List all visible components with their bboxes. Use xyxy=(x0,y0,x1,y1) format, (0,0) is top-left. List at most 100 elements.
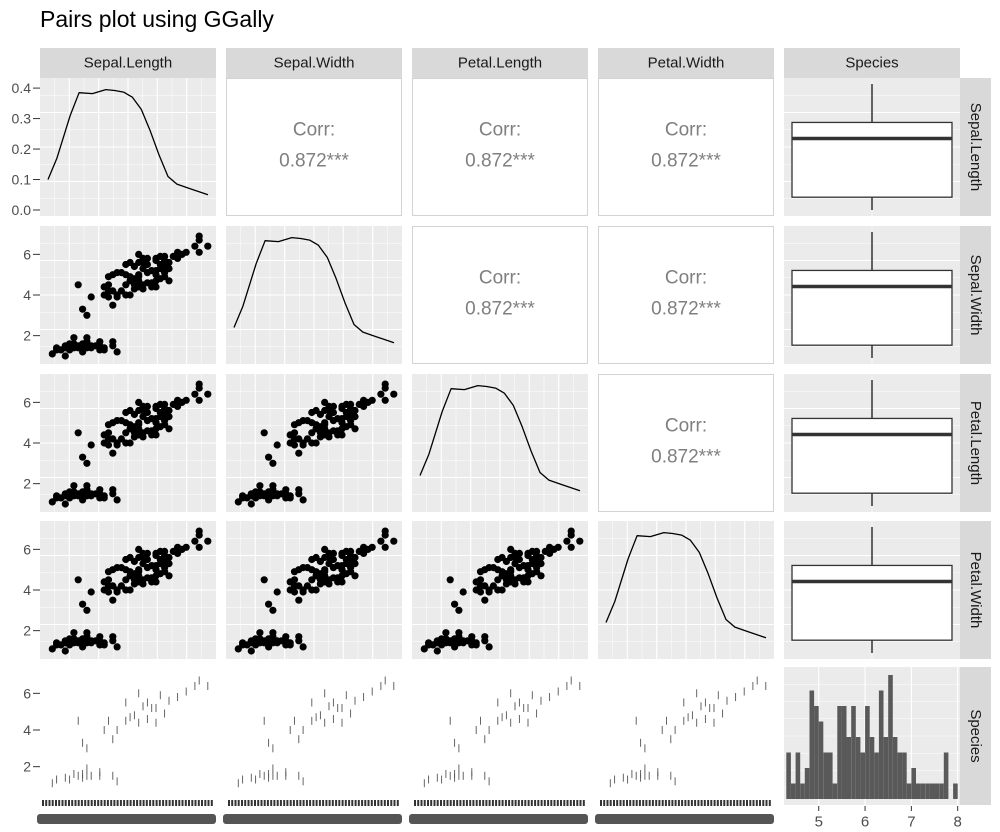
scatter-point xyxy=(165,258,173,267)
scatter-point xyxy=(433,647,441,655)
scatter-point xyxy=(156,265,164,273)
category-tick xyxy=(446,800,449,806)
correlation-value: 0.872*** xyxy=(651,447,721,468)
histogram-bar xyxy=(837,706,842,799)
scatter-point xyxy=(247,647,255,655)
scatter-point xyxy=(165,572,173,580)
scatter-point xyxy=(563,537,571,545)
category-tick xyxy=(119,800,122,806)
category-tick xyxy=(443,800,446,806)
scatter-point xyxy=(148,267,156,275)
y-tick-label: 6 xyxy=(23,541,31,557)
scatter-point xyxy=(126,291,134,299)
category-tick xyxy=(414,800,416,806)
scatter-point xyxy=(79,453,87,461)
category-tick xyxy=(129,800,132,806)
scatter-point xyxy=(161,400,169,408)
category-tick xyxy=(749,800,752,806)
x-tick-label: 6 xyxy=(861,814,869,831)
y-tick-label: 6 xyxy=(23,394,31,410)
scatter-point xyxy=(247,500,255,508)
scatter-point xyxy=(61,352,69,360)
row-strip xyxy=(960,78,991,216)
category-tick xyxy=(716,800,719,806)
category-tick xyxy=(45,800,48,806)
scatter-point xyxy=(290,441,299,449)
category-tick xyxy=(309,800,312,806)
category-tick xyxy=(283,800,286,806)
column-strip-label: Sepal.Width xyxy=(274,55,355,72)
category-tick xyxy=(430,800,433,806)
scatter-point xyxy=(113,348,121,356)
histogram-bar xyxy=(906,783,912,799)
category-tick xyxy=(726,800,729,806)
scatter-point xyxy=(152,402,160,410)
scatter-point xyxy=(334,415,342,423)
category-tick xyxy=(720,800,723,806)
category-tick xyxy=(540,800,543,806)
scatter-point xyxy=(377,537,385,545)
histogram-bar xyxy=(814,706,819,799)
scatter-point xyxy=(295,633,303,641)
histogram-bar xyxy=(818,721,824,799)
category-tick xyxy=(87,800,90,806)
category-tick xyxy=(635,800,638,806)
scatter-point xyxy=(485,588,493,596)
category-tick xyxy=(527,800,530,806)
category-tick xyxy=(357,800,360,806)
category-tick xyxy=(616,800,619,806)
scatter-point xyxy=(191,390,199,398)
scatter-point xyxy=(524,578,532,586)
category-tick xyxy=(328,800,331,806)
category-tick xyxy=(273,800,276,806)
category-tick xyxy=(380,800,383,806)
boxplot-box xyxy=(791,564,953,641)
category-tick xyxy=(534,800,537,806)
category-tick xyxy=(97,800,100,806)
scatter-point xyxy=(329,408,337,417)
scatter-point xyxy=(290,576,299,584)
scatter-point xyxy=(269,482,277,490)
histogram-bar xyxy=(897,752,903,799)
category-tick xyxy=(684,800,687,806)
scatter-point xyxy=(130,410,138,419)
scatter-point xyxy=(502,557,510,566)
y-tick-label: 4 xyxy=(23,722,31,738)
column-strip xyxy=(412,48,588,78)
category-tick xyxy=(459,800,462,806)
category-tick xyxy=(181,800,184,806)
scatter-point xyxy=(282,633,290,641)
scatter-point xyxy=(282,486,290,494)
scatter-point xyxy=(299,496,307,504)
category-tick xyxy=(354,800,357,806)
scatter-point xyxy=(390,537,398,545)
category-tick xyxy=(423,800,426,806)
scatter-point xyxy=(79,600,87,608)
scatter-point xyxy=(290,421,299,429)
category-tick xyxy=(158,800,161,806)
scatter-point xyxy=(152,283,160,291)
category-tick xyxy=(263,800,266,806)
category-tick xyxy=(325,800,328,806)
scatter-point xyxy=(143,260,151,269)
category-tick xyxy=(257,800,260,806)
scatter-point xyxy=(334,562,342,570)
correlation-panel xyxy=(598,78,774,216)
scatter-point xyxy=(174,396,182,404)
scatter-point xyxy=(329,555,337,564)
scatter-point xyxy=(104,273,113,281)
category-tick xyxy=(93,800,96,806)
scatter-point xyxy=(286,639,294,647)
category-tick xyxy=(241,800,243,806)
category-tick xyxy=(449,800,452,806)
category-tick xyxy=(440,800,442,806)
scatter-point xyxy=(117,417,125,425)
scatter-point xyxy=(109,596,117,604)
histogram-bar xyxy=(883,737,889,799)
scatter-point xyxy=(381,527,389,535)
category-tick xyxy=(237,800,240,806)
scatter-point xyxy=(109,338,117,346)
scatter-point xyxy=(109,435,117,443)
category-tick xyxy=(582,800,585,806)
category-tick xyxy=(703,800,706,806)
